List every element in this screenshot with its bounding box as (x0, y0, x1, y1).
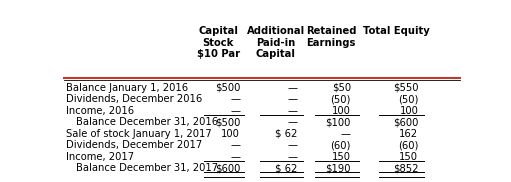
Text: $600: $600 (215, 163, 240, 173)
Text: —: — (230, 152, 240, 162)
Text: (60): (60) (398, 140, 419, 150)
Text: Income, 2016: Income, 2016 (66, 106, 134, 116)
Text: —: — (341, 129, 351, 139)
Text: $ 62: $ 62 (275, 129, 297, 139)
Text: $600: $600 (393, 117, 419, 127)
Text: 162: 162 (399, 129, 419, 139)
Text: $852: $852 (393, 163, 419, 173)
Text: Capital
Stock
$10 Par: Capital Stock $10 Par (197, 26, 240, 59)
Text: $190: $190 (326, 163, 351, 173)
Text: (50): (50) (398, 94, 419, 104)
Text: Balance December 31, 2016: Balance December 31, 2016 (76, 117, 218, 127)
Text: —: — (230, 140, 240, 150)
Text: Additional
Paid-in
Capital: Additional Paid-in Capital (247, 26, 305, 59)
Text: $100: $100 (326, 117, 351, 127)
Text: Dividends, December 2016: Dividends, December 2016 (66, 94, 202, 104)
Text: —: — (288, 117, 297, 127)
Text: —: — (230, 106, 240, 116)
Text: $50: $50 (332, 83, 351, 93)
Text: Balance January 1, 2016: Balance January 1, 2016 (66, 83, 188, 93)
Text: 150: 150 (399, 152, 419, 162)
Text: 100: 100 (221, 129, 240, 139)
Text: —: — (288, 152, 297, 162)
Text: 150: 150 (332, 152, 351, 162)
Text: Retained
Earnings: Retained Earnings (306, 26, 357, 48)
Text: $500: $500 (215, 83, 240, 93)
Text: —: — (288, 140, 297, 150)
Text: $500: $500 (215, 117, 240, 127)
Text: —: — (288, 83, 297, 93)
Text: Income, 2017: Income, 2017 (66, 152, 134, 162)
Text: —: — (288, 94, 297, 104)
Text: Balance December 31, 2017: Balance December 31, 2017 (76, 163, 218, 173)
Text: (50): (50) (331, 94, 351, 104)
Text: $550: $550 (393, 83, 419, 93)
Text: Sale of stock January 1, 2017: Sale of stock January 1, 2017 (66, 129, 212, 139)
Text: —: — (288, 106, 297, 116)
Text: Total Equity: Total Equity (363, 26, 430, 36)
Text: 100: 100 (400, 106, 419, 116)
Text: 100: 100 (332, 106, 351, 116)
Text: —: — (230, 94, 240, 104)
Text: (60): (60) (331, 140, 351, 150)
Text: Dividends, December 2017: Dividends, December 2017 (66, 140, 202, 150)
Text: $ 62: $ 62 (275, 163, 297, 173)
